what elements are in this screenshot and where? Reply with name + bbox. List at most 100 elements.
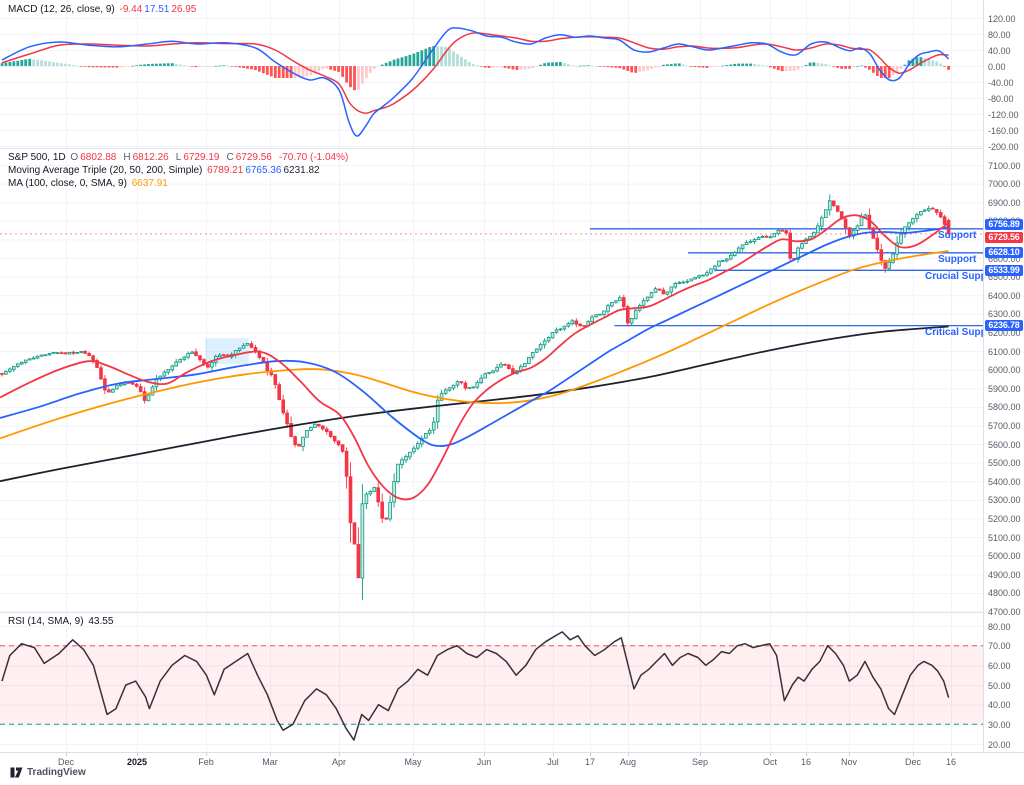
price-axis-label: 5400.00 [988,476,1021,487]
price-axis-label: -160.00 [988,125,1019,136]
legend-value: 6802.88 [80,152,117,163]
price-axis-label: 7100.00 [988,160,1021,171]
symbol-title: S&P 500, 1D [8,152,66,163]
time-axis-label: Oct [762,757,778,767]
legend-value: 43.55 [88,616,114,627]
price-axis-label: 4800.00 [988,588,1021,599]
legend-value: O [70,152,79,163]
ma-triple-title: Moving Average Triple (20, 50, 200, Simp… [8,165,203,176]
price-axis-label: 20.00 [988,739,1011,750]
price-axis-label: 40.00 [988,700,1011,711]
legend-value: 6729.56 [235,152,272,163]
legend-value: 6729.19 [183,152,220,163]
time-axis-tickmark [339,753,340,756]
legend-value: -70.70 (-1.04%) [278,152,349,163]
price-axis-label: 6600.00 [988,253,1021,264]
price-axis-label: 5500.00 [988,458,1021,469]
time-axis-label: May [404,757,422,767]
time-axis-tickmark [206,753,207,756]
price-axis-label: 6200.00 [988,327,1021,338]
drawing-labels-layer: Support Support Crucial Support Critical Su… [925,229,983,338]
time-axis-tickmark [270,753,271,756]
legend-value: 6789.21 [207,165,244,176]
price-axis-label: 4700.00 [988,606,1021,617]
time-axis-tickmark [66,753,67,756]
price-axis-label: 40.00 [988,45,1011,56]
price-badge: 6729.56 [985,231,1023,243]
price-axis-label: 4900.00 [988,569,1021,580]
ma-triple-legend: Moving Average Triple (20, 50, 200, Simp… [8,165,320,176]
price-axis-label: -120.00 [988,109,1019,120]
pane-separator[interactable] [0,148,1024,149]
time-axis-label: Jul [547,757,559,767]
price-axis-label: -40.00 [988,77,1014,88]
time-axis-tickmark [137,753,138,756]
time-axis-label: 2025 [126,757,148,767]
time-axis-label: Apr [331,757,347,767]
rsi-legend-title: RSI (14, SMA, 9) [8,616,84,627]
time-axis-label: Dec [57,757,75,767]
price-axis-label: 5300.00 [988,495,1021,506]
time-axis-tickmark [413,753,414,756]
rsi-legend: RSI (14, SMA, 9) 43.55 [8,616,113,627]
support-line-label[interactable]: Critical Support [925,326,983,338]
time-axis-label: Mar [262,757,278,767]
price-axis-label: 6900.00 [988,197,1021,208]
price-axis-label: -80.00 [988,93,1014,104]
legend-value: 6231.82 [283,165,320,176]
pane-separator[interactable] [0,612,1024,613]
legend-value: 6765.36 [245,165,282,176]
ma100-title: MA (100, close, 0, SMA, 9) [8,178,127,189]
price-axis-label: 7000.00 [988,179,1021,190]
time-axis-tickmark [590,753,591,756]
price-axis-label: 5600.00 [988,439,1021,450]
time-axis-tickmark [951,753,952,756]
price-axis-label: -200.00 [988,141,1019,152]
price-axis-scale[interactable]: 120.00 80.00 40.00 0.00 -40.00 -80.00 -120.00 -… [983,0,1024,752]
time-axis-scale[interactable]: Dec 2025 Feb Mar Apr May Jun Jul 17 Aug Sep Oct 16 No… [0,752,1024,771]
price-axis-label: 30.00 [988,719,1011,730]
time-axis-tickmark [913,753,914,756]
price-axis-label: 0.00 [988,61,1006,72]
price-badge: 6628.10 [985,247,1023,259]
price-axis-label: 80.00 [988,29,1011,40]
price-axis-label: 5000.00 [988,551,1021,562]
rsi-pane-canvas[interactable] [0,612,983,752]
time-axis-label: Dec [904,757,922,767]
price-pane-canvas[interactable] [0,148,983,612]
legend-value: H [123,152,131,163]
price-badge: 6533.99 [985,264,1023,276]
price-axis-label: 6500.00 [988,272,1021,283]
price-axis-label: 5700.00 [988,420,1021,431]
legend-value: 26.95 [171,4,197,15]
symbol-legend: S&P 500, 1D O 6802.88 H 6812.26 L 6729.19 C 672… [8,152,348,163]
price-badge: 6756.89 [985,219,1023,231]
support-line-label[interactable]: Crucial Support [925,271,983,283]
price-axis-label: 5100.00 [988,532,1021,543]
price-axis-label: 70.00 [988,641,1011,652]
time-axis-label: 16 [800,757,812,767]
support-line-label[interactable]: Support [938,229,977,241]
legend-value: 6812.26 [132,152,169,163]
support-line-label[interactable]: Support [938,253,977,265]
time-axis-tickmark [484,753,485,756]
price-axis-label: 6000.00 [988,365,1021,376]
price-axis-label: 6300.00 [988,309,1021,320]
price-axis-label: 5900.00 [988,383,1021,394]
legend-value: L [175,152,182,163]
time-axis-label: Aug [619,757,637,767]
time-axis-tickmark [553,753,554,756]
time-axis-label: 16 [945,757,957,767]
price-badge: 6236.78 [985,320,1023,332]
tradingview-watermark[interactable]: TradingView [10,767,86,778]
price-axis-label: 60.00 [988,660,1011,671]
macd-legend: MACD (12, 26, close, 9) -9.44 17.51 26.95 [8,4,196,15]
time-axis-tickmark [849,753,850,756]
legend-value: 6637.91 [131,178,168,189]
time-axis-tickmark [806,753,807,756]
macd-pane-canvas[interactable] [0,0,983,148]
time-axis-tickmark [628,753,629,756]
time-axis-tickmark [770,753,771,756]
time-axis-label: Sep [691,757,709,767]
